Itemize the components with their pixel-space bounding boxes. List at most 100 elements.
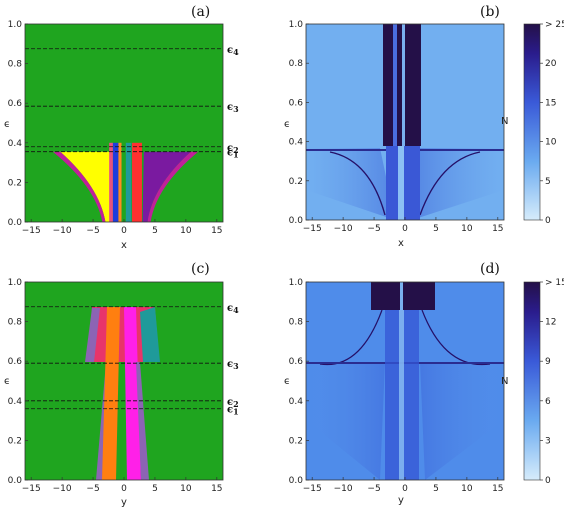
y-tick-label: 0.6 [289, 98, 304, 108]
colorbar-tick-label: 0 [545, 216, 551, 226]
panel-c-threshold-lines [25, 306, 223, 410]
basin-purple [142, 151, 191, 222]
panel-b: −15 −10 −5 0 5 10 15 0.0 0.2 0.4 0.6 0.8 1.0 (b) x ϵ… [284, 4, 564, 249]
y-tick-label: 1.0 [8, 278, 23, 288]
panel-b-colorbar [523, 23, 541, 221]
threshold-label-symbol: ϵ [227, 143, 233, 154]
basin-yellow [60, 151, 111, 222]
colorbar-tick-label: 9 [545, 357, 551, 367]
threshold-label: ϵ2 [227, 143, 239, 155]
y-tick-label: 0.0 [289, 216, 304, 226]
panel-c-xlabel: y [121, 497, 127, 508]
colorbar-tick-label: 12 [545, 318, 556, 328]
threshold-label-symbol: ϵ [227, 148, 233, 159]
x-tick-label: 5 [433, 224, 439, 234]
x-tick-label: −10 [53, 484, 72, 494]
panel-d-label: (d) [480, 261, 500, 277]
y-tick-label: 0.4 [289, 397, 304, 407]
panel-d-axes: −15 −10 −5 0 5 10 15 0.0 0.2 0.4 0.6 0.8 1.0 [289, 278, 504, 494]
panel-d-core-stripe [400, 282, 403, 310]
basin-crown-left-edge [85, 308, 100, 362]
x-tick-label: −10 [334, 484, 353, 494]
panel-b-core-lower-stripe [398, 146, 404, 220]
x-tick-label: −15 [303, 224, 322, 234]
x-tick-label: −15 [22, 484, 41, 494]
threshold-label-symbol: ϵ [227, 45, 233, 56]
threshold-label: ϵ1 [227, 405, 239, 417]
colorbar-tick-label: > 25 [545, 20, 564, 30]
panel-a-label: (a) [191, 4, 210, 20]
threshold-label-index: 2 [233, 399, 239, 409]
panel-a-xlabel: x [121, 240, 127, 251]
panel-d-curve-left [319, 309, 383, 366]
x-tick-label: −10 [53, 226, 72, 236]
y-tick-label: 1.0 [8, 20, 23, 30]
threshold-label-symbol: ϵ [227, 397, 233, 408]
y-tick-label: 0.8 [289, 318, 304, 328]
panel-b-axes: −15 −10 −5 0 5 10 15 0.0 0.2 0.4 0.6 0.8 1.0 [289, 20, 504, 234]
colorbar-tick-label: 10 [545, 138, 557, 148]
panel-d-ylabel: ϵ [284, 376, 290, 387]
threshold-label-index: 1 [233, 407, 239, 417]
x-tick-label: 0 [121, 226, 127, 236]
panel-b-fan-left [306, 148, 395, 220]
x-tick-label: 15 [211, 226, 222, 236]
panel-a-threshold-lines [25, 48, 223, 153]
threshold-label-symbol: ϵ [227, 303, 233, 314]
y-tick-label: 0.4 [289, 138, 304, 148]
y-tick-label: 0.4 [8, 139, 23, 149]
colorbar-tick-label: 15 [545, 98, 556, 108]
panel-b-core-stripe-1 [393, 24, 397, 146]
threshold-label-symbol: ϵ [227, 102, 233, 113]
threshold-label-index: 2 [233, 145, 239, 155]
panel-b-label: (b) [480, 4, 500, 20]
threshold-label: ϵ4 [227, 303, 239, 315]
x-tick-label: −5 [86, 226, 99, 236]
basin-red [132, 142, 142, 222]
x-tick-label: −5 [367, 484, 380, 494]
x-tick-label: 10 [180, 484, 192, 494]
colorbar-tick-label: 5 [545, 177, 551, 187]
colorbar-tick-label: 3 [545, 436, 551, 446]
x-tick-label: 15 [492, 224, 503, 234]
panel-d: −15 −10 −5 0 5 10 15 0.0 0.2 0.4 0.6 0.8 1.0 (d) y ϵ… [284, 261, 564, 506]
y-tick-label: 0.6 [8, 99, 23, 109]
x-tick-label: −5 [367, 224, 380, 234]
y-tick-label: 1.0 [289, 278, 304, 288]
panel-d-xlabel: y [398, 495, 404, 506]
y-tick-label: 0.2 [8, 178, 22, 188]
x-tick-label: 0 [121, 484, 127, 494]
x-tick-label: 5 [433, 484, 439, 494]
x-tick-label: 10 [180, 226, 192, 236]
basin-orange [118, 142, 122, 222]
panel-c: −15 −10 −5 0 5 10 15 0.0 0.2 0.4 0.6 0.8 1.0 (c) y ϵ [4, 261, 224, 508]
panel-a-basins [52, 142, 199, 222]
x-tick-label: −10 [334, 224, 353, 234]
y-tick-label: 0.8 [289, 59, 304, 69]
panel-c-axes: −15 −10 −5 0 5 10 15 0.0 0.2 0.4 0.6 0.8 1.0 [8, 278, 223, 494]
panel-d-colorbar-ticks: 0 3 6 9 12 > 15 [540, 278, 564, 486]
x-tick-label: 15 [211, 484, 222, 494]
panel-b-curve-left [329, 151, 386, 216]
threshold-label-index: 3 [233, 104, 239, 114]
y-tick-label: 0.2 [8, 436, 22, 446]
basin-blue [112, 142, 119, 222]
panel-b-colorbar-ticks: 0 5 10 15 20 > 25 [540, 20, 564, 226]
x-tick-label: 10 [461, 224, 473, 234]
y-tick-label: 0.4 [8, 397, 23, 407]
y-tick-label: 0.6 [289, 357, 304, 367]
threshold-label: ϵ4 [227, 45, 239, 57]
basin-teal [125, 142, 132, 222]
threshold-label-index: 3 [233, 361, 239, 371]
x-tick-label: 5 [152, 484, 158, 494]
threshold-label: ϵ3 [227, 359, 239, 371]
threshold-label: ϵ2 [227, 397, 239, 409]
x-tick-label: −15 [22, 226, 41, 236]
basin-lower-right [136, 362, 149, 480]
y-tick-label: 0.0 [8, 218, 23, 228]
panel-d-curve-right [421, 309, 491, 366]
threshold-label: ϵ1 [227, 148, 239, 160]
panel-b-xlabel: x [398, 238, 404, 249]
colorbar-tick-label: 6 [545, 397, 551, 407]
